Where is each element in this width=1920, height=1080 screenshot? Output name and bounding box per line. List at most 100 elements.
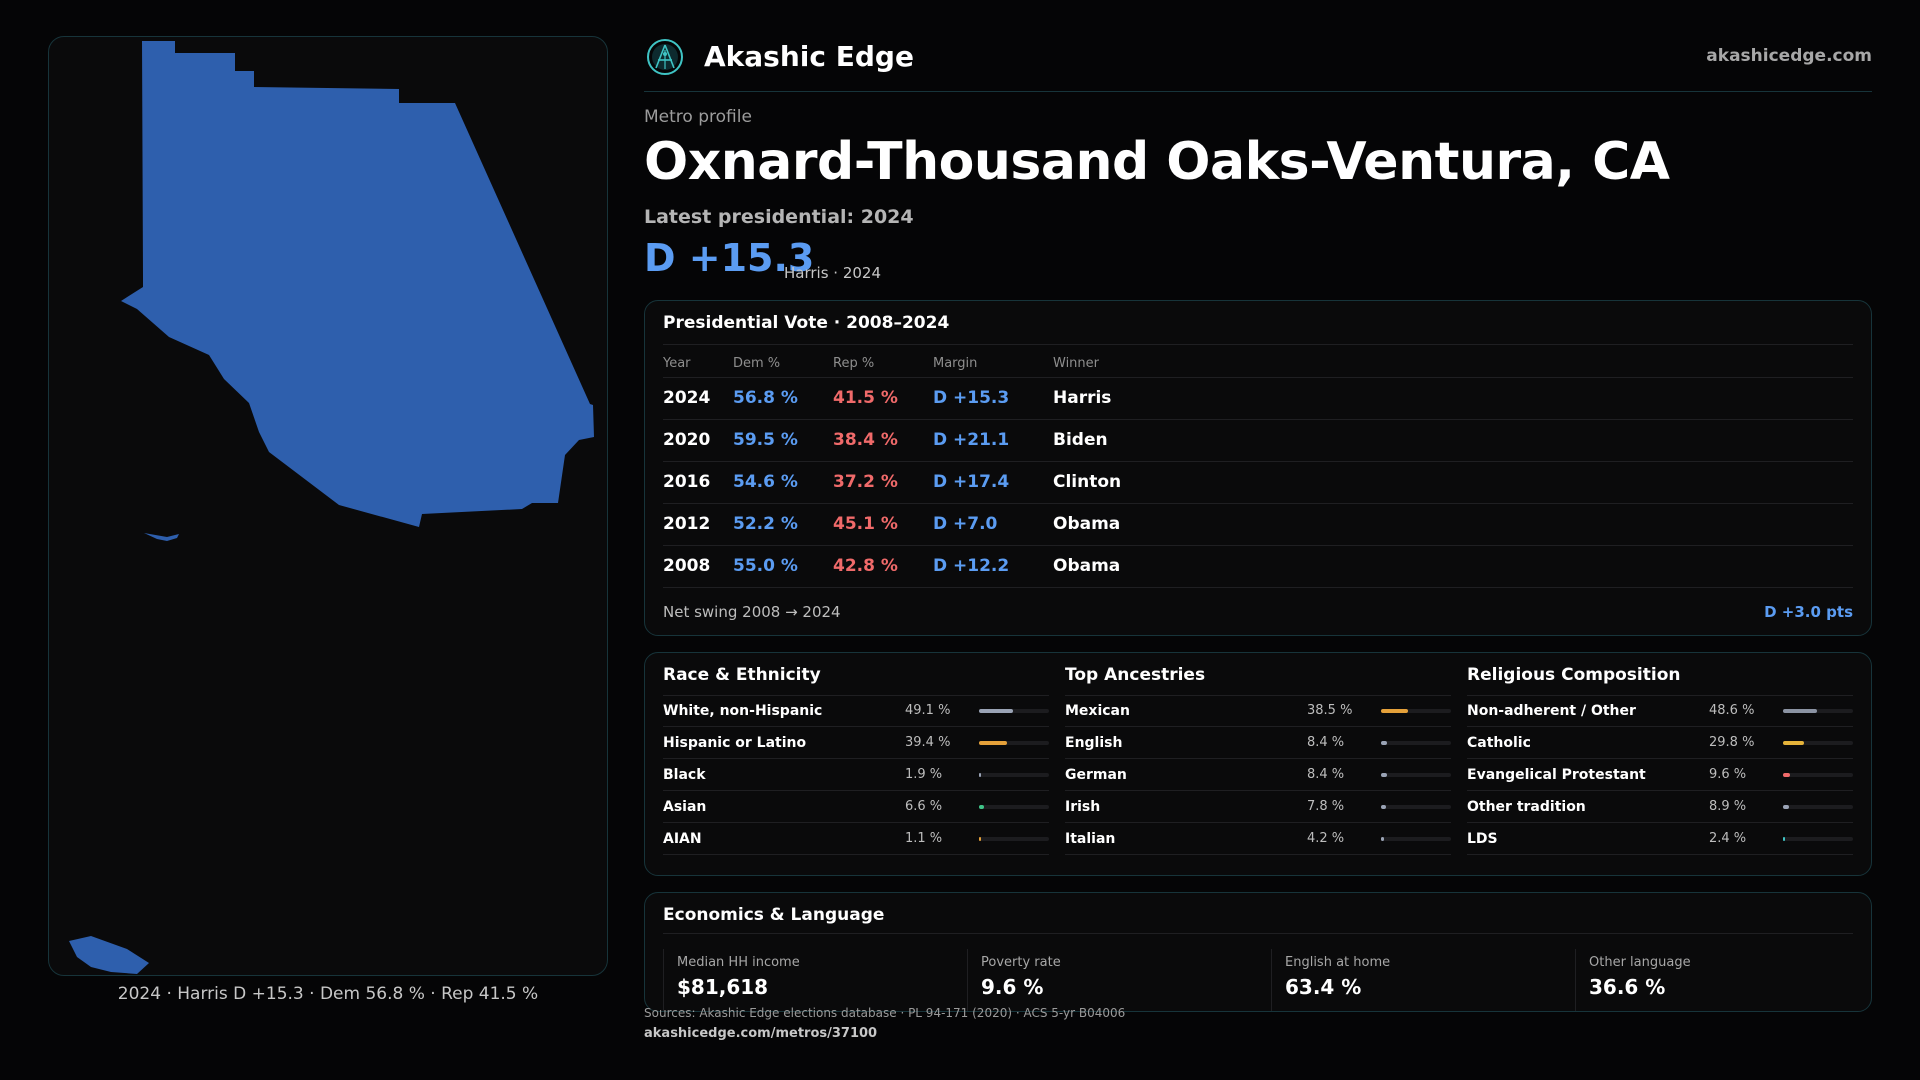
cell-year: 2016 [663,461,733,504]
item-label: Other tradition [1467,799,1586,815]
table-row[interactable]: 2012 52.2 % 45.1 % D +7.0 Obama [663,503,1853,546]
bar-track [1381,805,1451,809]
item-label: Asian [663,799,707,815]
bar-fill [979,741,1007,745]
item-pct: 4.2 % [1307,831,1345,846]
cell-year: 2008 [663,545,733,588]
bar-track [1381,837,1451,841]
item-label: Evangelical Protestant [1467,767,1646,783]
county-shape [121,41,594,527]
net-swing-value: D +3.0 pts [1764,603,1853,621]
cell-winner: Harris [1053,377,1853,420]
stat-english-home: English at home 63.4 % [1271,949,1561,1011]
stat-other-language: Other language 36.6 % [1575,949,1865,1011]
county-map[interactable] [49,37,608,976]
divider [663,933,1853,934]
bar-fill [979,837,982,841]
bar-track [1783,805,1853,809]
demographics-card: Race & Ethnicity White, non-Hispanic 49.… [644,652,1872,876]
col-year: Year [663,351,733,378]
col-rep: Rep % [833,351,933,378]
latest-margin: D +15.3 [644,236,815,280]
race-title: Race & Ethnicity [663,665,821,685]
bar-track [1381,773,1451,777]
cell-winner: Obama [1053,503,1853,546]
item-pct: 9.6 % [1709,767,1747,782]
item-pct: 2.4 % [1709,831,1747,846]
island-shape [69,936,149,974]
profile-column: Akashic Edge akashicedge.com Metro profi… [644,0,1872,1080]
divider [663,695,1049,696]
list-item: Catholic 29.8 % [1467,727,1853,759]
item-label: Black [663,767,706,783]
bar-fill [1381,773,1387,777]
table-row[interactable]: 2016 54.6 % 37.2 % D +17.4 Clinton [663,461,1853,504]
ancestries-section: Top Ancestries Mexican 38.5 % English 8.… [1065,653,1451,877]
list-item: Evangelical Protestant 9.6 % [1467,759,1853,791]
cell-rep: 42.8 % [833,545,933,588]
table-row[interactable]: 2008 55.0 % 42.8 % D +12.2 Obama [663,545,1853,588]
bar-fill [1783,741,1804,745]
presidential-vote-card: Presidential Vote · 2008–2024 Year Dem %… [644,300,1872,636]
bar-track [1381,741,1451,745]
list-item: Other tradition 8.9 % [1467,791,1853,823]
stat-divider [1575,949,1576,1011]
table-row[interactable]: 2020 59.5 % 38.4 % D +21.1 Biden [663,419,1853,462]
bar-fill [979,709,1014,713]
map-panel [48,36,608,976]
item-pct: 1.9 % [905,767,943,782]
item-label: Hispanic or Latino [663,735,807,751]
cell-rep: 41.5 % [833,377,933,420]
bar-track [1783,741,1853,745]
bar-track [979,837,1049,841]
list-item: Non-adherent / Other 48.6 % [1467,695,1853,727]
item-pct: 38.5 % [1307,703,1353,718]
cell-year: 2020 [663,419,733,462]
stat-value: 63.4 % [1285,975,1362,999]
list-item: Asian 6.6 % [663,791,1049,823]
stat-median-income: Median HH income $81,618 [663,949,953,1011]
stat-value: 9.6 % [981,975,1044,999]
divider [663,344,1853,345]
bar-fill [979,805,984,809]
stat-label: Median HH income [677,955,800,970]
list-item: Italian 4.2 % [1065,823,1451,855]
divider [1065,695,1451,696]
bar-track [1381,709,1451,713]
net-swing-label: Net swing 2008 → 2024 [663,603,841,621]
table-row[interactable]: 2024 56.8 % 41.5 % D +15.3 Harris [663,377,1853,420]
list-item: Irish 7.8 % [1065,791,1451,823]
stat-label: Other language [1589,955,1691,970]
site-link[interactable]: akashicedge.com [1706,46,1872,66]
economics-card: Economics & Language Median HH income $8… [644,892,1872,1012]
bar-fill [1783,837,1786,841]
item-pct: 8.4 % [1307,767,1345,782]
cell-winner: Clinton [1053,461,1853,504]
bar-fill [1783,805,1790,809]
stat-value: $81,618 [677,975,769,999]
bar-track [979,773,1049,777]
religion-section: Religious Composition Non-adherent / Oth… [1467,653,1853,877]
economics-title: Economics & Language [663,905,885,925]
bar-track [1783,837,1853,841]
akashic-logo-icon [647,39,683,75]
cell-margin: D +21.1 [933,419,1053,462]
item-label: Mexican [1065,703,1130,719]
list-item: Hispanic or Latino 39.4 % [663,727,1049,759]
cell-rep: 45.1 % [833,503,933,546]
top-header: Akashic Edge akashicedge.com [644,36,1872,92]
item-pct: 6.6 % [905,799,943,814]
list-item: White, non-Hispanic 49.1 % [663,695,1049,727]
cell-dem: 54.6 % [733,461,833,504]
cell-rep: 37.2 % [833,461,933,504]
item-pct: 48.6 % [1709,703,1755,718]
item-pct: 8.9 % [1709,799,1747,814]
cell-year: 2024 [663,377,733,420]
cell-winner: Obama [1053,545,1853,588]
race-ethnicity-section: Race & Ethnicity White, non-Hispanic 49.… [663,653,1049,877]
bar-fill [1783,709,1818,713]
list-item: English 8.4 % [1065,727,1451,759]
bar-fill [1381,741,1387,745]
page-url-link[interactable]: akashicedge.com/metros/37100 [644,1026,878,1041]
island-sliver [144,533,179,541]
